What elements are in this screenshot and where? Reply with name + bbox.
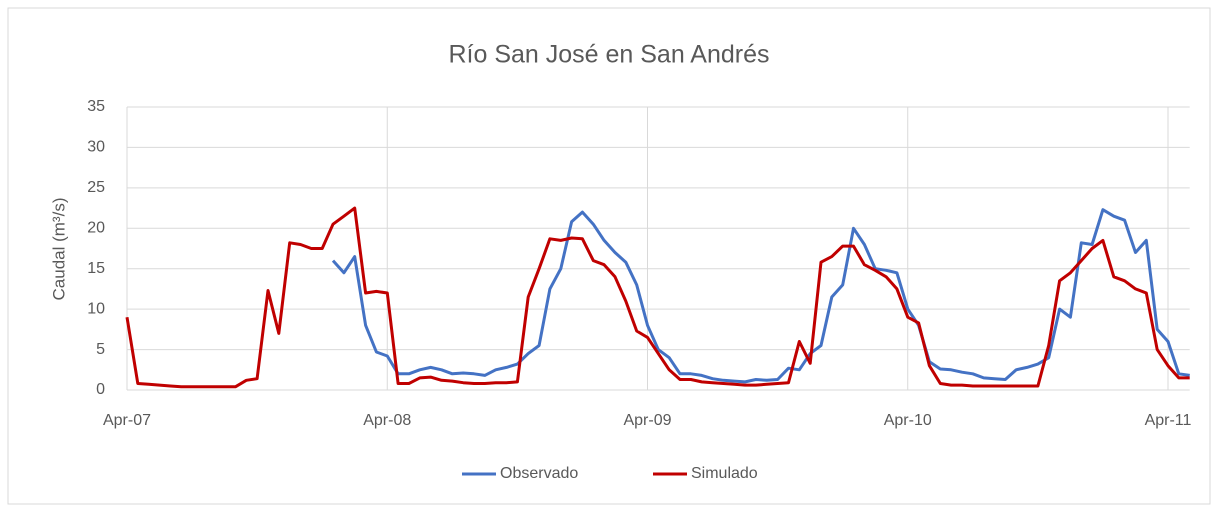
legend-label: Observado — [500, 465, 578, 482]
x-tick-label: Apr-10 — [884, 412, 932, 429]
y-tick-label: 15 — [87, 260, 105, 277]
y-tick-label: 25 — [87, 179, 105, 196]
legend-label: Simulado — [691, 465, 758, 482]
x-tick-label: Apr-08 — [363, 412, 411, 429]
chart-title: Río San José en San Andrés — [448, 41, 769, 69]
y-tick-label: 5 — [96, 341, 105, 358]
y-tick-label: 35 — [87, 98, 105, 115]
y-axis-label: Caudal (m³/s) — [49, 198, 68, 301]
y-tick-label: 20 — [87, 220, 105, 237]
x-tick-label: Apr-09 — [623, 412, 671, 429]
x-tick-label: Apr-11 — [1145, 412, 1192, 429]
y-tick-label: 10 — [87, 300, 105, 317]
series-line — [125, 206, 1190, 389]
chart-border — [7, 7, 1211, 505]
x-tick-label: Apr-07 — [103, 412, 151, 429]
y-tick-label: 30 — [87, 139, 105, 156]
y-tick-label: 0 — [96, 381, 105, 398]
series-line — [331, 208, 1190, 384]
